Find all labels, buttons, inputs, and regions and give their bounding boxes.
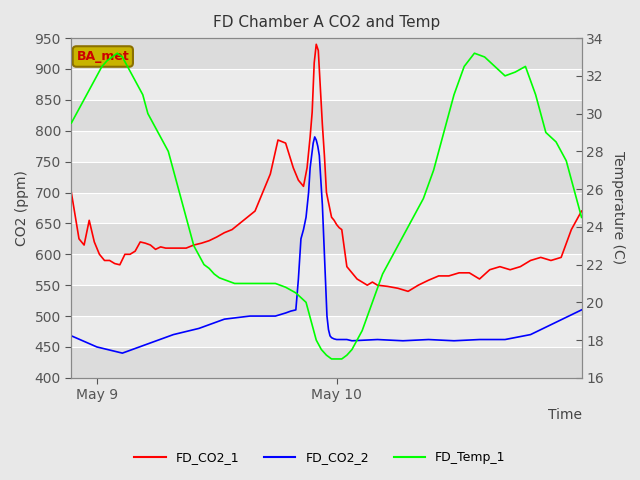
Legend: FD_CO2_1, FD_CO2_2, FD_Temp_1: FD_CO2_1, FD_CO2_2, FD_Temp_1: [129, 446, 511, 469]
Bar: [71, 223, 582, 254]
Bar: [71, 131, 582, 162]
Bar: [71, 38, 582, 69]
Bar: [71, 347, 582, 378]
Bar: [71, 316, 582, 347]
Y-axis label: Temperature (C): Temperature (C): [611, 151, 625, 264]
Text: BA_met: BA_met: [76, 50, 129, 63]
Bar: [71, 285, 582, 316]
Bar: [71, 100, 582, 131]
Title: FD Chamber A CO2 and Temp: FD Chamber A CO2 and Temp: [213, 15, 440, 30]
Y-axis label: CO2 (ppm): CO2 (ppm): [15, 170, 29, 246]
Bar: [71, 192, 582, 223]
Bar: [71, 254, 582, 285]
Bar: [71, 162, 582, 192]
Bar: [71, 69, 582, 100]
X-axis label: Time: Time: [548, 408, 582, 422]
